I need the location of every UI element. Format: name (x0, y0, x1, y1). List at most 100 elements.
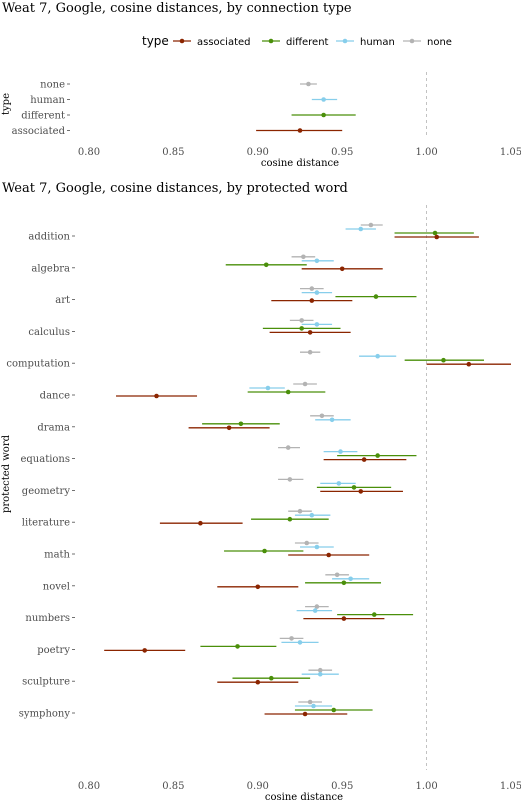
y-category-label: numbers (25, 613, 70, 624)
y-category-label: dance (40, 391, 70, 402)
data-point (341, 580, 347, 586)
x-tick-label: 0.85 (162, 147, 184, 158)
data-point (299, 318, 304, 323)
data-point (321, 97, 326, 102)
data-point (361, 457, 367, 462)
data-point (314, 290, 320, 295)
data-point (371, 612, 377, 617)
data-point (297, 508, 303, 514)
y-category-label: human (30, 95, 65, 106)
data-point (329, 417, 335, 423)
chart1-xlabel: cosine distance (261, 158, 339, 169)
data-point (312, 608, 318, 613)
legend-key-point (409, 38, 415, 44)
data-point (297, 640, 303, 645)
legend-label: associated (197, 37, 251, 48)
data-point (309, 298, 315, 303)
data-point (309, 286, 315, 291)
chart2-xlabel: cosine distance (265, 792, 343, 803)
data-point (319, 413, 325, 419)
data-point (321, 112, 326, 118)
chart2-title: Weat 7, Google, cosine distances, by pro… (2, 181, 348, 196)
legend-title: type (142, 34, 169, 48)
data-point (226, 425, 232, 431)
data-point (441, 357, 446, 363)
data-point (263, 262, 269, 268)
y-category-label: art (55, 295, 70, 306)
x-tick-label: 0.80 (78, 147, 100, 158)
legend-label: different (286, 37, 329, 48)
x-tick-label: 0.85 (162, 781, 184, 792)
legend-key-point (179, 38, 185, 44)
data-point (314, 258, 320, 264)
x-tick-label: 1.05 (500, 147, 521, 158)
chart2-ylabel: protected word (1, 434, 12, 513)
data-point (255, 584, 261, 590)
data-point (198, 520, 203, 526)
x-tick-label: 1.00 (415, 781, 437, 792)
y-category-label: drama (37, 422, 70, 433)
data-point (255, 679, 261, 685)
y-category-label: calculus (28, 327, 70, 338)
y-category-label: equations (20, 454, 70, 465)
data-point (302, 381, 308, 387)
data-point (351, 485, 357, 490)
y-category-label: none (40, 80, 65, 91)
legend: associated different human none (173, 37, 452, 48)
y-category-label: computation (6, 359, 70, 370)
data-point (373, 294, 379, 299)
data-point (142, 648, 148, 653)
data-point (311, 703, 316, 709)
y-category-label: associated (12, 126, 66, 137)
data-point (375, 353, 380, 359)
data-point (317, 667, 323, 673)
data-point (368, 222, 374, 228)
data-point (338, 449, 343, 454)
y-category-label: geometry (22, 486, 71, 497)
data-point (265, 385, 271, 391)
y-category-label: algebra (31, 263, 70, 274)
data-point (339, 266, 345, 272)
data-point (297, 128, 303, 133)
data-point (238, 421, 244, 427)
data-point (285, 389, 291, 395)
data-point (434, 234, 440, 240)
x-tick-label: 0.90 (247, 781, 269, 792)
data-point (358, 489, 364, 494)
data-point (304, 540, 310, 546)
data-point (302, 711, 308, 717)
data-point (314, 604, 320, 609)
x-tick-label: 0.80 (78, 781, 100, 792)
data-point (309, 512, 315, 518)
chart2-plot: 0.80 0.85 0.90 0.95 1.00 1.05 addition algebra a… (6, 205, 521, 792)
y-category-label: symphony (19, 709, 71, 720)
legend-label: human (360, 37, 395, 48)
y-category-label: addition (28, 232, 70, 243)
data-point (331, 707, 337, 713)
data-point (289, 636, 294, 641)
x-tick-label: 0.90 (247, 147, 269, 158)
data-point (326, 552, 331, 558)
data-point (314, 322, 320, 327)
data-point (317, 671, 323, 677)
data-point (287, 477, 293, 482)
x-tick-label: 0.95 (331, 147, 353, 158)
x-tick-label: 1.05 (500, 781, 521, 792)
x-tick-label: 1.00 (415, 147, 437, 158)
data-point (314, 544, 320, 550)
data-point (287, 516, 293, 522)
legend-key-point (268, 38, 274, 44)
legend-label: none (427, 37, 452, 48)
data-point (154, 393, 159, 399)
data-point (334, 572, 340, 578)
data-point (432, 230, 438, 236)
y-category-label: poetry (37, 645, 70, 656)
data-point (358, 226, 364, 232)
chart1-title: Weat 7, Google, cosine distances, by con… (2, 1, 352, 16)
y-category-label: novel (43, 581, 70, 592)
data-point (341, 616, 347, 621)
data-point (235, 644, 240, 649)
y-category-label: sculpture (22, 677, 70, 688)
y-category-label: literature (22, 518, 70, 529)
